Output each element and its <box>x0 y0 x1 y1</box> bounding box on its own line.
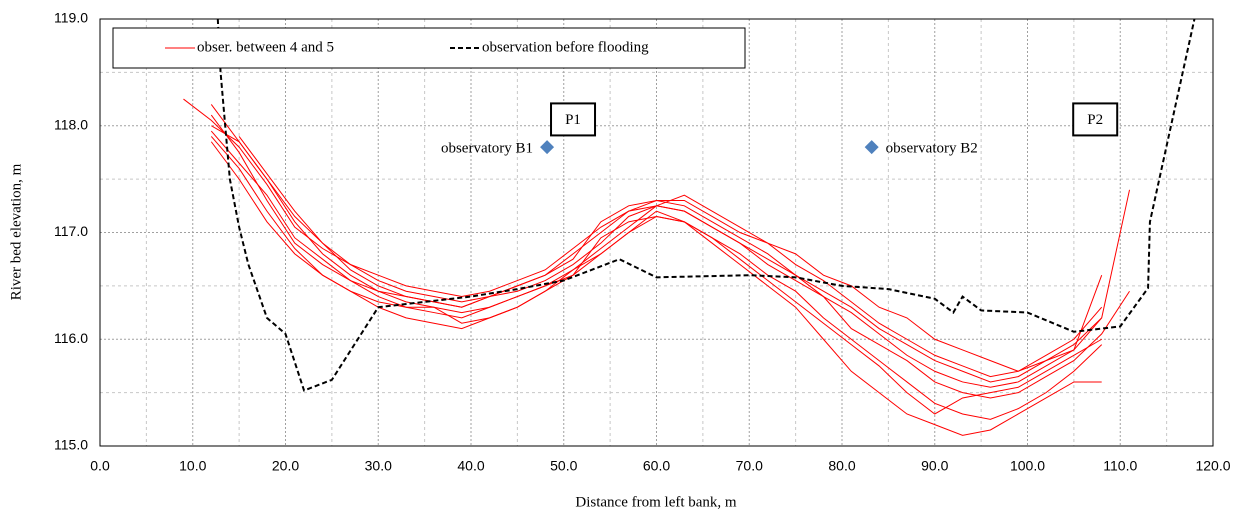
observatory-marker <box>864 140 879 155</box>
x-tick-label: 80.0 <box>828 458 855 474</box>
data-line <box>210 130 1102 436</box>
data-line <box>210 114 1130 399</box>
legend-label: observation before flooding <box>482 39 649 55</box>
y-tick-label: 116.0 <box>54 330 88 346</box>
data-line <box>210 141 1102 415</box>
x-tick-label: 30.0 <box>365 458 392 474</box>
x-tick-label: 40.0 <box>457 458 484 474</box>
x-tick-label: 50.0 <box>550 458 577 474</box>
x-tick-label: 10.0 <box>179 458 206 474</box>
annotation-label: P1 <box>565 112 581 128</box>
annotation-label: P2 <box>1087 112 1103 128</box>
x-tick-label: 90.0 <box>921 458 948 474</box>
y-tick-label: 117.0 <box>54 223 88 239</box>
observatory-label: observatory B1 <box>441 141 533 157</box>
plot-frame <box>99 18 1214 447</box>
y-tick-label: 118.0 <box>54 116 88 132</box>
y-axis-title: River bed elevation, m <box>8 163 24 300</box>
legend-box <box>112 27 746 69</box>
data-line <box>238 136 1103 388</box>
annotation-box <box>1072 102 1119 137</box>
observatory-label: observatory B2 <box>886 141 978 157</box>
x-tick-label: 60.0 <box>643 458 670 474</box>
y-tick-label: 119.0 <box>54 10 88 26</box>
x-tick-label: 120.0 <box>1195 458 1230 474</box>
observatory-marker <box>540 140 555 155</box>
annotation-box <box>550 102 597 137</box>
x-tick-label: 20.0 <box>272 458 299 474</box>
data-line <box>216 18 1196 392</box>
x-tick-label: 0.0 <box>90 458 110 474</box>
legend-label: obser. between 4 and 5 <box>197 39 334 55</box>
x-tick-label: 110.0 <box>1103 458 1137 474</box>
y-tick-label: 115.0 <box>54 437 88 453</box>
x-tick-label: 70.0 <box>736 458 763 474</box>
data-line <box>210 104 1103 378</box>
data-line <box>211 125 1131 372</box>
x-tick-label: 100.0 <box>1010 458 1045 474</box>
x-axis-title: Distance from left bank, m <box>575 494 737 510</box>
